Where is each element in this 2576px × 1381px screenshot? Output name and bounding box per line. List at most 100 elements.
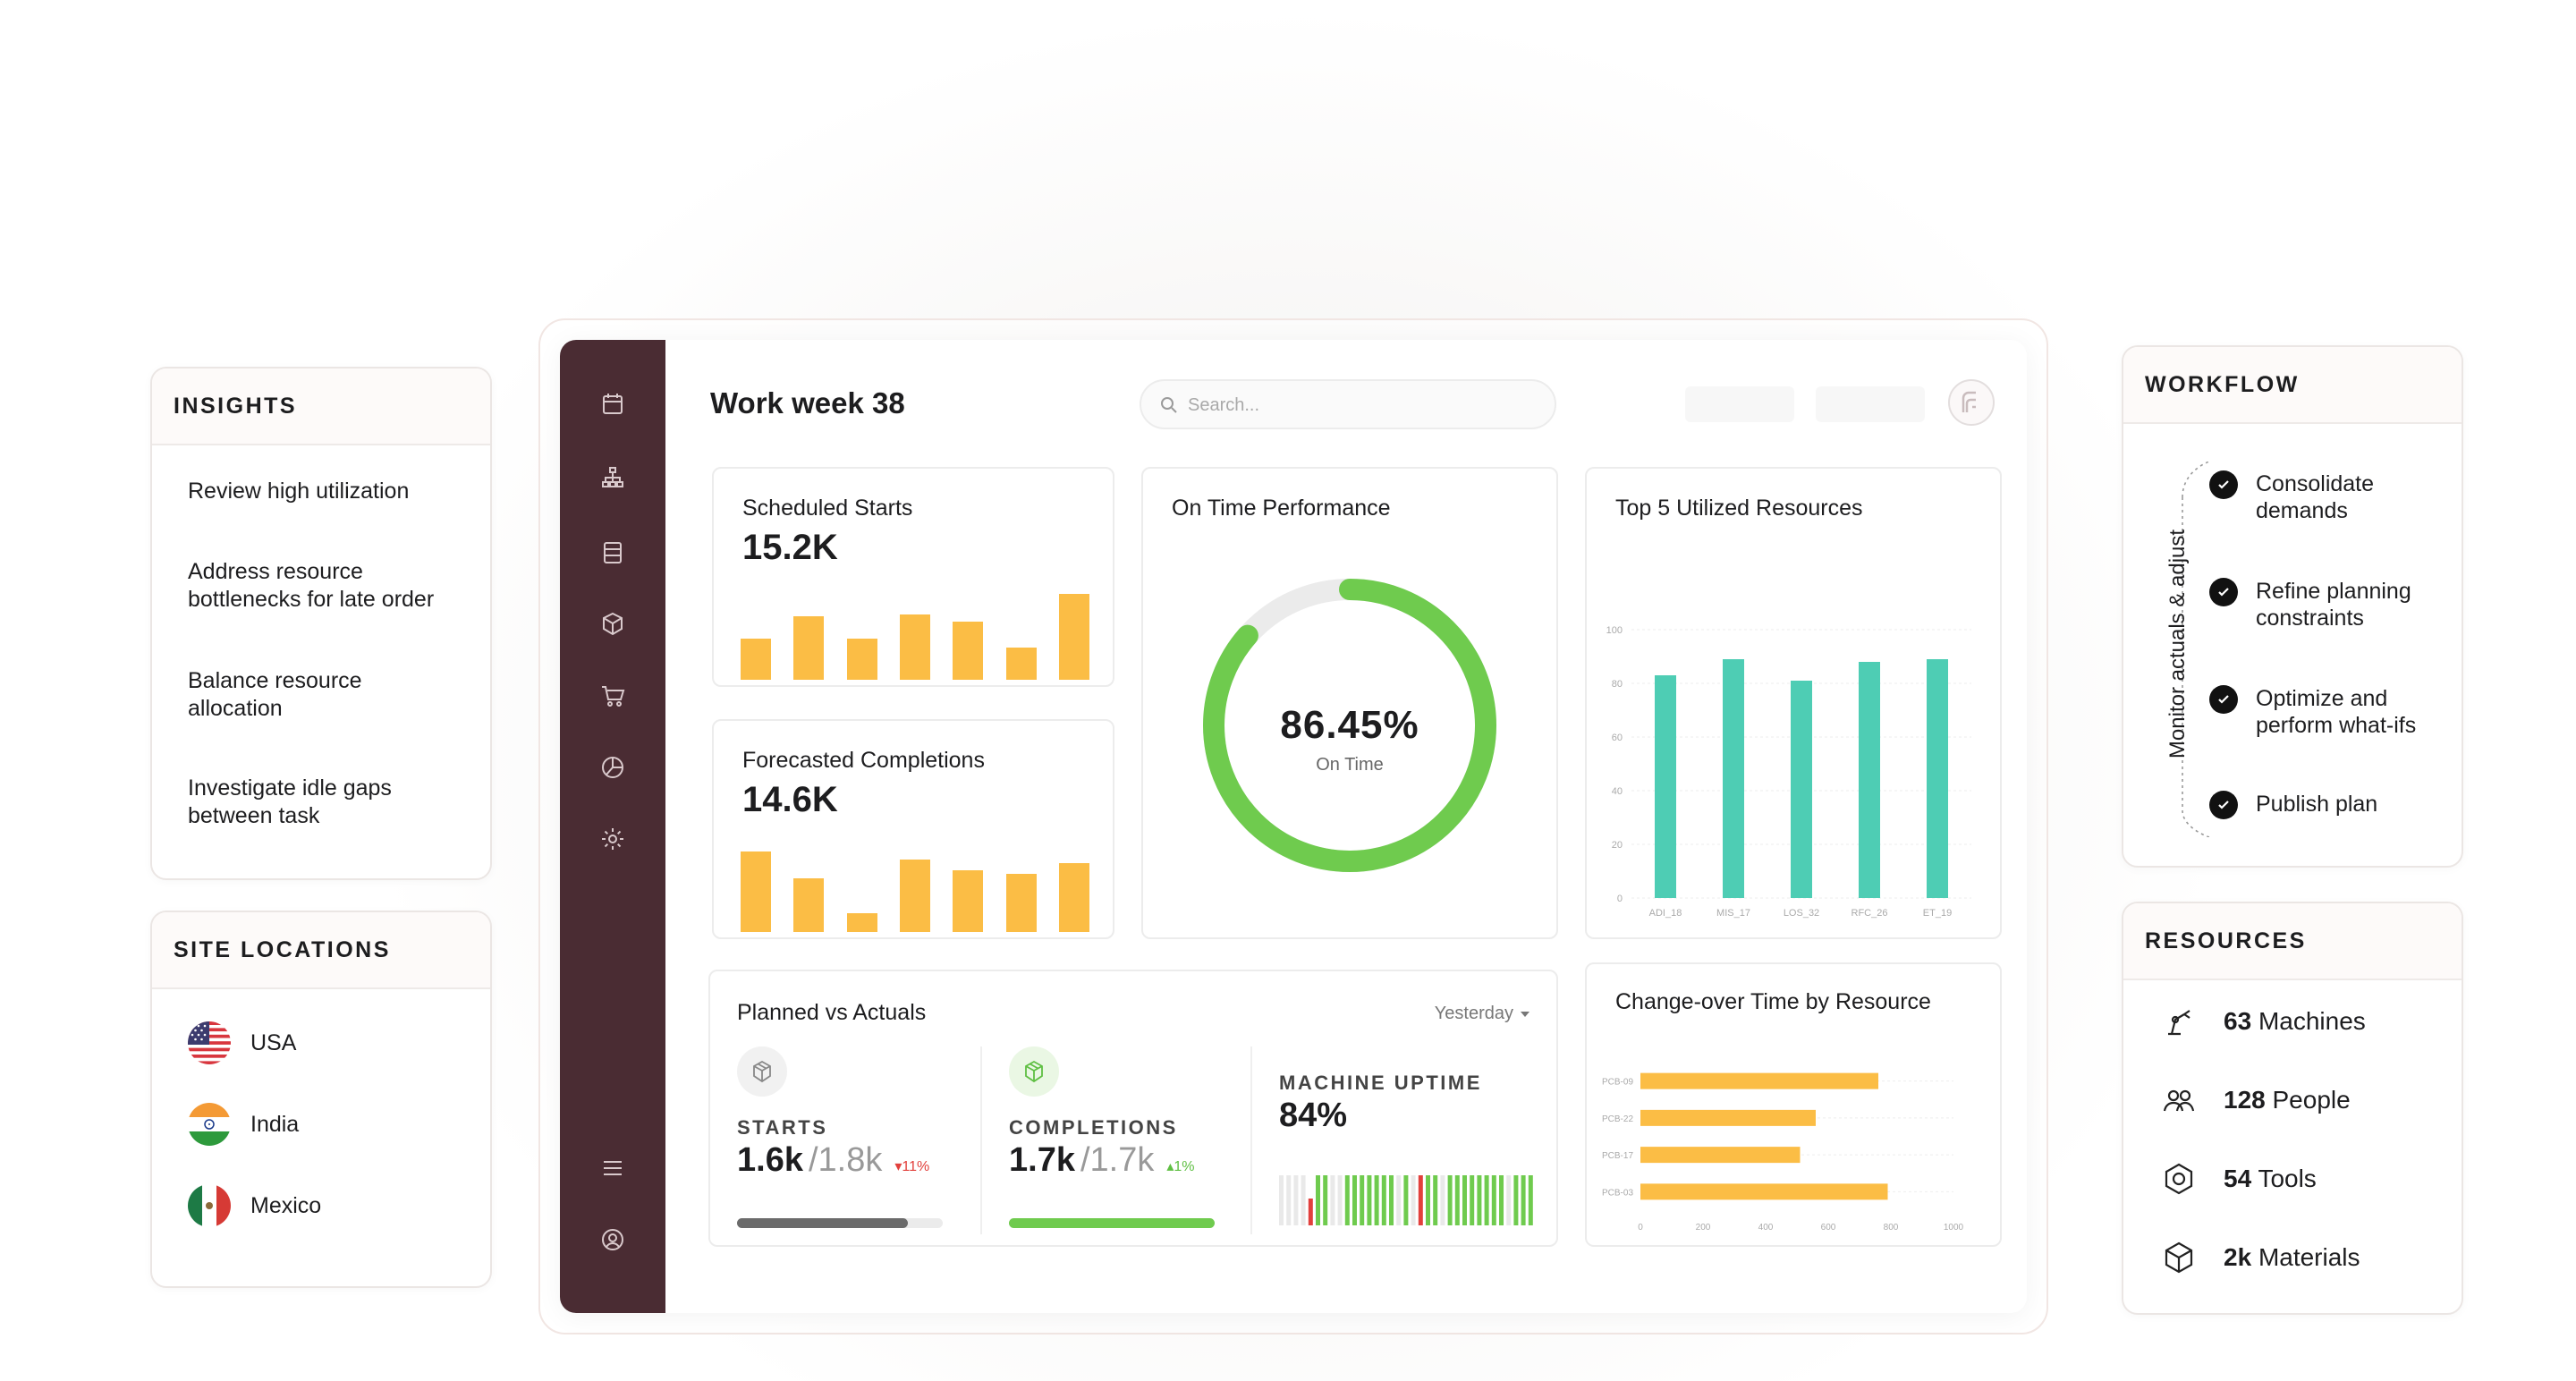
cart-icon[interactable]: [598, 682, 627, 710]
card-title: Top 5 Utilized Resources: [1615, 496, 1863, 521]
resource-count: 128: [2224, 1086, 2266, 1114]
forecasted-completions-card[interactable]: Forecasted Completions 14.6K: [712, 719, 1114, 939]
uptime-bar: [1499, 1175, 1504, 1225]
uptime-bar: [1426, 1175, 1430, 1225]
uptime-bar: [1360, 1175, 1365, 1225]
insights-title: INSIGHTS: [152, 369, 490, 445]
usa-flag-icon: [188, 1021, 231, 1064]
bar: [1640, 1109, 1816, 1126]
card-title: Planned vs Actuals: [737, 1000, 927, 1025]
scheduled-starts-value: 15.2K: [742, 528, 838, 567]
site-name: USA: [250, 1029, 297, 1055]
uptime-bar: [1381, 1175, 1386, 1225]
uptime-bar: [1374, 1175, 1379, 1225]
workflow-step[interactable]: Refine planning constraints: [2209, 578, 2453, 631]
insight-item[interactable]: Review high utilization: [188, 479, 410, 504]
resource-row-tools[interactable]: 54 Tools: [2161, 1161, 2317, 1197]
card-title: Forecasted Completions: [742, 748, 985, 773]
column-divider: [980, 1046, 982, 1234]
uptime-bar: [1440, 1175, 1445, 1225]
check-icon: [2209, 791, 2238, 819]
cube-icon[interactable]: [598, 610, 627, 639]
workflow-step[interactable]: Optimize and perform what-ifs: [2209, 685, 2453, 739]
site-row-mexico[interactable]: Mexico: [188, 1184, 321, 1227]
x-tick-label: 0: [1638, 1223, 1643, 1233]
y-tick-label: 80: [1612, 679, 1623, 690]
people-icon: [2163, 1089, 2195, 1112]
resource-label: People: [2272, 1086, 2351, 1114]
starts-delta: ▾11%: [894, 1159, 930, 1174]
uptime-bar: [1418, 1175, 1423, 1225]
workflow-step-label: Optimize and perform what-ifs: [2256, 686, 2417, 738]
x-tick-label: LOS_32: [1784, 908, 1819, 919]
completions-progress-track: [1009, 1218, 1215, 1228]
y-tick-label: 100: [1606, 625, 1623, 636]
insight-item[interactable]: Balance resource allocation: [188, 668, 362, 721]
planned-vs-actuals-card[interactable]: Planned vs Actuals Yesterday STARTS 1.6k…: [708, 970, 1558, 1247]
spark-bar: [900, 614, 930, 680]
site-row-usa[interactable]: USA: [188, 1021, 296, 1064]
uptime-bar: [1286, 1175, 1292, 1225]
insight-item[interactable]: Address resource bottlenecks for late or…: [188, 559, 435, 612]
scheduled-starts-sparkbars: [741, 594, 1089, 680]
forecasted-completions-sparkbars: [741, 846, 1089, 932]
spark-bar: [953, 622, 984, 680]
menu-icon[interactable]: [598, 1154, 627, 1182]
bar: [1655, 675, 1676, 898]
period-dropdown[interactable]: Yesterday: [1435, 1004, 1530, 1024]
completions-delta: ▴1%: [1166, 1159, 1195, 1174]
search-placeholder: Search...: [1188, 395, 1260, 415]
uptime-bar: [1477, 1175, 1482, 1225]
bar: [1927, 659, 1948, 898]
header-placeholder-button[interactable]: [1816, 386, 1925, 422]
forecasted-completions-value: 14.6K: [742, 780, 838, 819]
card-title: On Time Performance: [1172, 496, 1391, 521]
workflow-step[interactable]: Publish plan: [2209, 791, 2453, 819]
hierarchy-icon[interactable]: [598, 463, 627, 492]
resource-text: 54 Tools: [2224, 1165, 2317, 1193]
scheduled-starts-card[interactable]: Scheduled Starts 15.2K: [712, 467, 1114, 687]
calendar-icon[interactable]: [598, 390, 627, 419]
completions-label: COMPLETIONS: [1009, 1116, 1178, 1139]
header-placeholder-button[interactable]: [1685, 386, 1794, 422]
uptime-bar: [1433, 1175, 1438, 1225]
insight-item[interactable]: Investigate idle gaps between task: [188, 775, 392, 828]
uptime-bar: [1344, 1175, 1350, 1225]
changeover-card[interactable]: Change-over Time by Resource PCB-09 PCB-2…: [1585, 962, 2002, 1247]
gear-icon[interactable]: [598, 825, 627, 853]
top5-resources-card[interactable]: Top 5 Utilized Resources 0 20 40 60 80 100 ADI…: [1585, 467, 2002, 939]
mexico-flag-icon: [188, 1184, 231, 1227]
user-circle-icon[interactable]: [598, 1225, 627, 1254]
resource-row-materials[interactable]: 2k Materials: [2161, 1240, 2360, 1275]
x-tick-label: 600: [1821, 1223, 1836, 1233]
search-icon: [1161, 397, 1177, 413]
workflow-step-label: Publish plan: [2256, 792, 2378, 817]
uptime-bar: [1352, 1175, 1357, 1225]
database-icon[interactable]: [598, 538, 627, 567]
avatar[interactable]: [1948, 379, 1995, 426]
site-row-india[interactable]: India: [188, 1103, 299, 1146]
y-tick-label: 60: [1612, 733, 1623, 743]
pie-chart-icon[interactable]: [598, 753, 627, 782]
y-tick-label: 40: [1612, 786, 1623, 797]
resource-row-people[interactable]: 128 People: [2161, 1082, 2351, 1118]
uptime-bar: [1293, 1175, 1299, 1225]
uptime-bar: [1308, 1199, 1313, 1225]
spark-bar: [846, 913, 877, 932]
x-tick-label: 200: [1696, 1223, 1711, 1233]
sidebar: [560, 340, 665, 1313]
uptime-bar: [1396, 1175, 1402, 1225]
on-time-performance-card[interactable]: On Time Performance 86.45% On Time: [1141, 467, 1558, 939]
workflow-step-label: Consolidate demands: [2256, 471, 2375, 523]
resource-row-machines[interactable]: 63 Machines: [2161, 1004, 2366, 1039]
resource-label: Materials: [2258, 1243, 2360, 1271]
page-title: Work week 38: [710, 386, 905, 419]
dashboard-window: Work week 38 Search... Scheduled Starts …: [560, 340, 2027, 1313]
insights-panel: INSIGHTS Review high utilization Address…: [150, 367, 492, 880]
x-tick-label: ET_19: [1923, 908, 1952, 919]
workflow-step[interactable]: Consolidate demands: [2209, 470, 2453, 524]
starts-progress-track: [737, 1218, 943, 1228]
search-bar[interactable]: Search...: [1140, 379, 1556, 429]
starts-delta-value: 11%: [902, 1159, 930, 1174]
starts-progress-fill: [737, 1218, 908, 1228]
